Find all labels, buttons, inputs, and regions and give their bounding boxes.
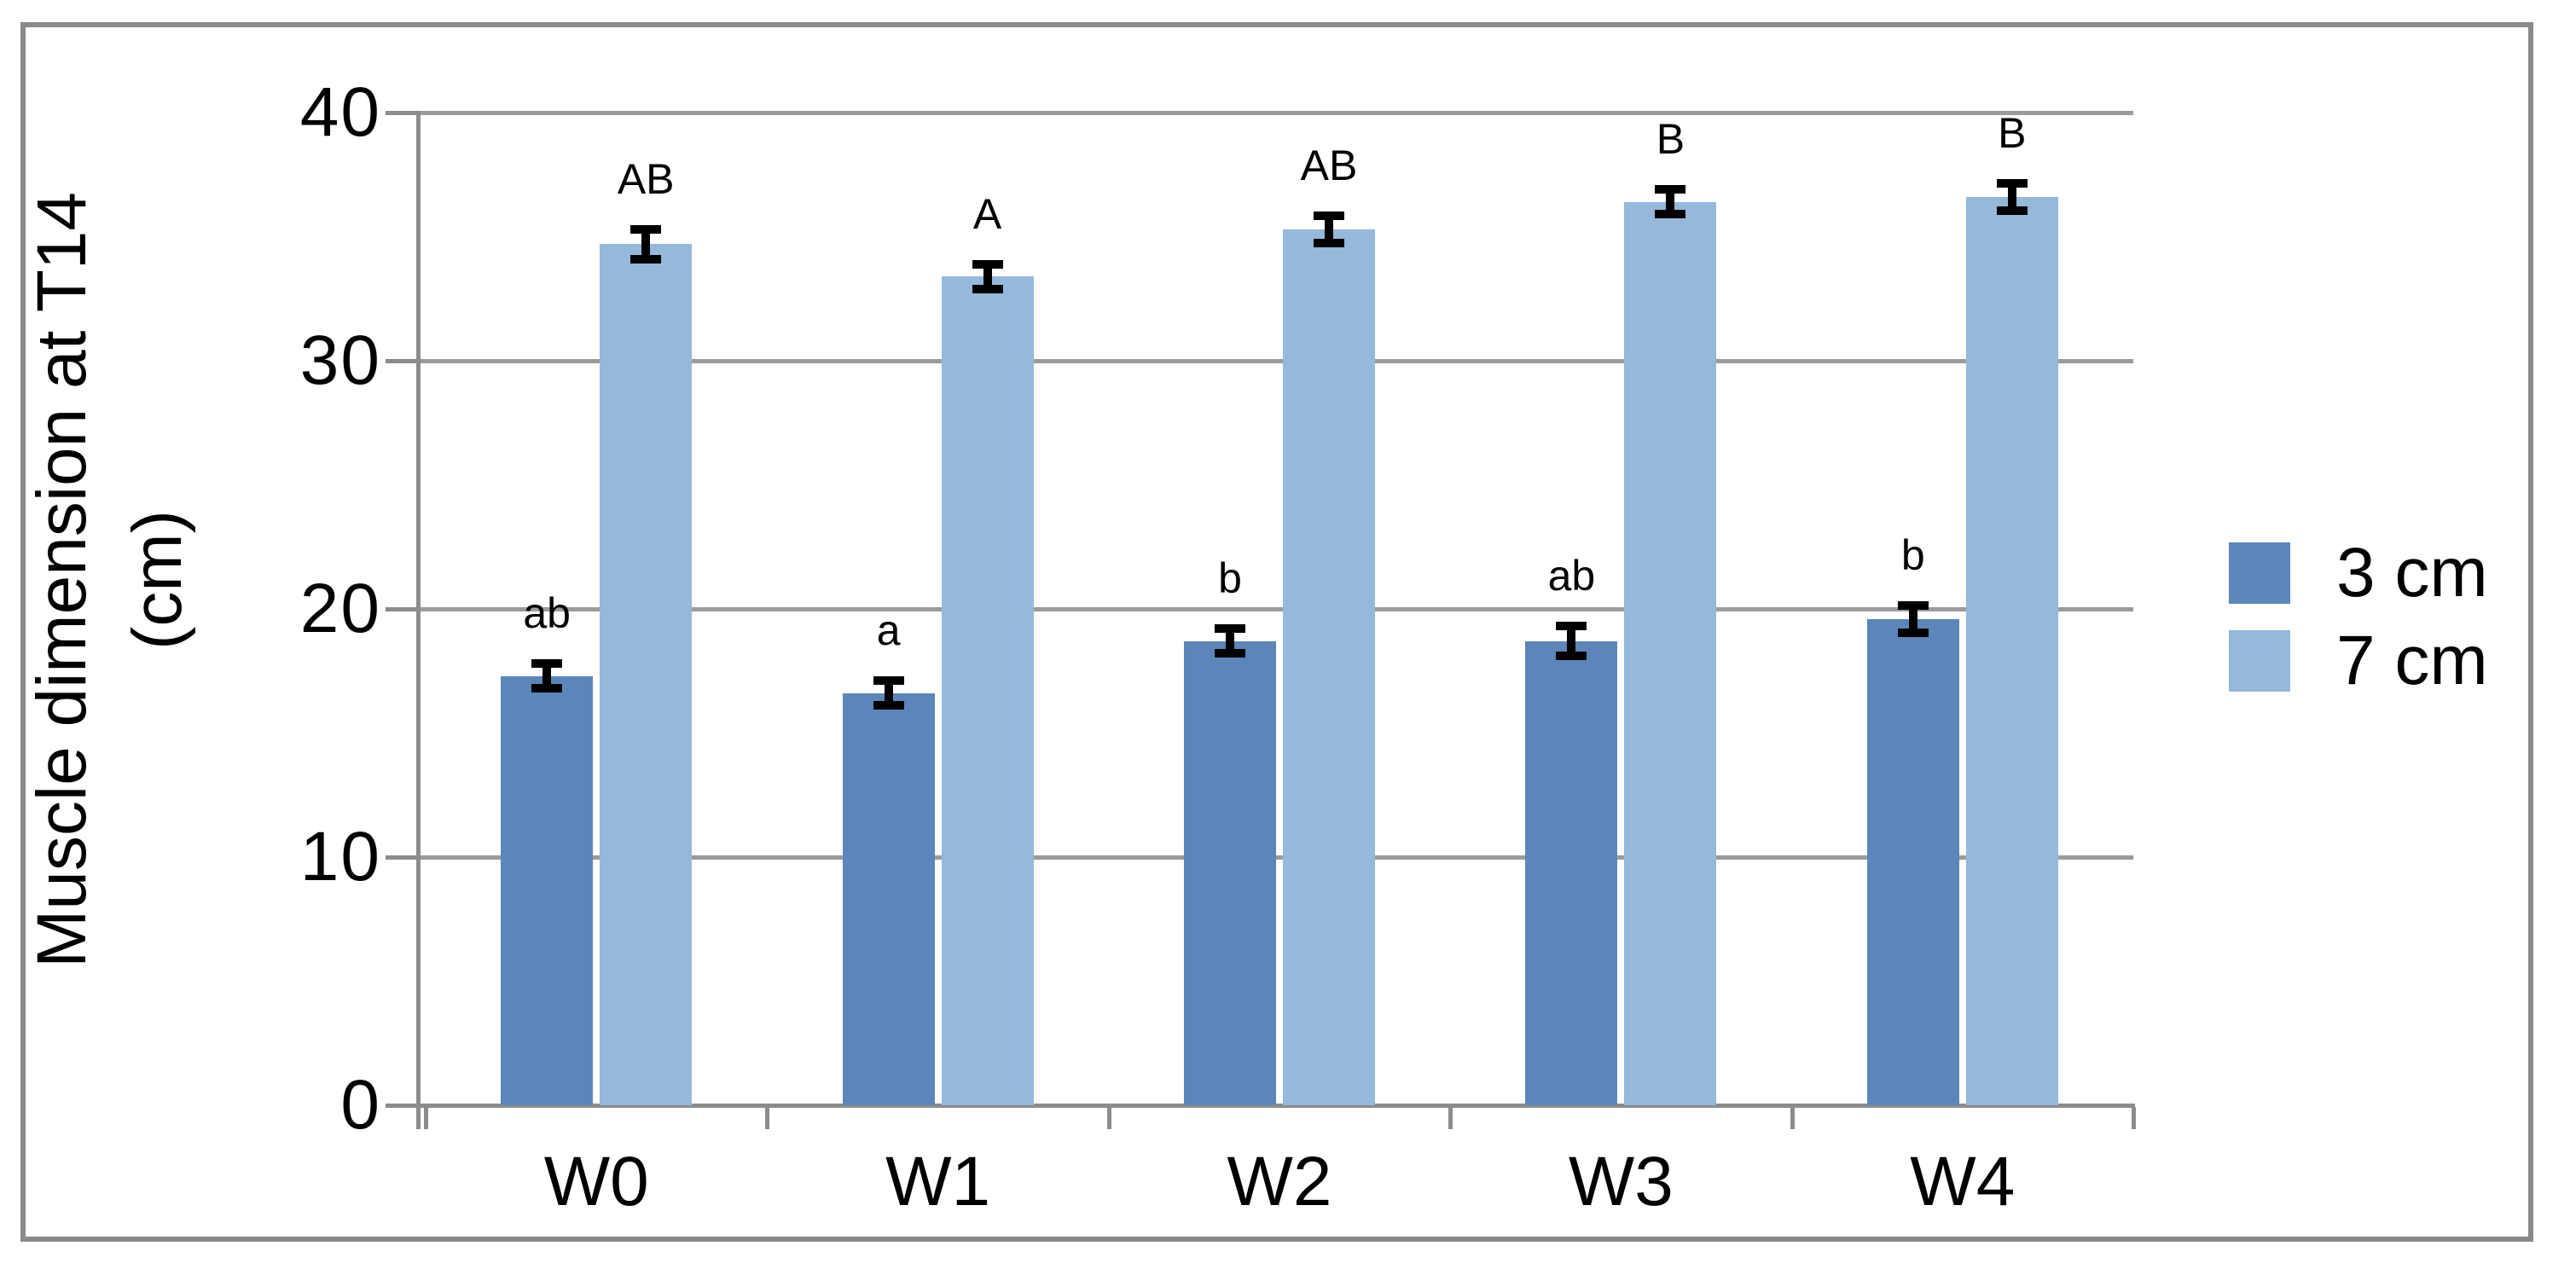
error-bar-stem [1908,605,1917,633]
bar-3cm-W4 [1866,618,1959,1105]
y-tick-label-0: 0 [340,1066,381,1144]
grid-line-20 [418,607,2133,611]
legend-row: 3 cm [2229,529,2488,617]
error-bar-stem [1567,626,1576,657]
error-bar-cap-bottom [1215,649,1245,658]
grid-line-40 [418,111,2133,115]
error-bar-cap-top [1996,178,2028,188]
legend-swatch-7cm [2229,629,2290,692]
error-bar-stem [1226,629,1234,654]
x-tick-label-W3: W3 [1568,1143,1674,1220]
error-bar-cap-top [1655,185,1686,194]
error-bar-cap-top [531,659,563,669]
error-bar-stem [1666,189,1675,215]
error-bar-cap-bottom [1314,238,1344,247]
sig-letter: b [1900,530,1925,579]
error-bar-cap-top [1897,600,1929,610]
error-bar-stem [641,229,651,259]
legend: 3 cm 7 cm [2229,529,2488,704]
x-axis-tick [2132,1107,2136,1129]
bar-7cm-W1 [941,276,1034,1105]
legend-label-3cm: 3 cm [2336,533,2488,611]
error-bar-cap-bottom [873,701,904,710]
x-tick-label-W1: W1 [885,1143,991,1220]
error-bar-cap-bottom [1655,210,1686,219]
error-bar-cap-bottom [531,684,563,693]
sig-letter: a [876,606,901,655]
x-axis-tick [1448,1107,1453,1129]
y-tick-label-40: 40 [299,73,381,151]
bar-7cm-W0 [600,244,693,1105]
bar-7cm-W2 [1283,229,1375,1105]
x-axis-line [416,1104,2135,1108]
error-bar-cap-bottom [1897,628,1929,637]
x-tick-label-W4: W4 [1910,1143,2016,1220]
bar-3cm-W3 [1525,640,1618,1105]
sig-letter: AB [617,154,675,203]
error-bar-cap-bottom [1556,652,1587,661]
x-axis-tick [1106,1107,1111,1129]
error-bar-stem [542,663,552,689]
y-axis-tick [386,111,416,115]
x-axis-tick [424,1107,428,1129]
sig-letter: B [1656,115,1685,164]
y-axis-tick [386,359,416,363]
x-tick-label-W0: W0 [543,1143,649,1220]
sig-letter: ab [1547,552,1596,600]
y-axis-tick [386,855,416,860]
legend-row: 7 cm [2229,617,2488,704]
error-bar-stem [1325,215,1333,243]
error-bar-cap-bottom [630,254,662,264]
bar-3cm-W2 [1184,640,1276,1105]
x-axis-tick [1790,1107,1795,1129]
chart-frame [20,22,2533,1242]
y-axis-tick [386,607,416,611]
bar-7cm-W3 [1624,201,1717,1105]
y-tick-label-20: 20 [299,570,381,647]
y-tick-label-10: 10 [299,818,381,895]
x-axis-tick [765,1107,770,1129]
sig-letter: b [1218,554,1242,603]
error-bar-cap-bottom [972,284,1003,293]
error-bar-cap-bottom [1996,206,2028,215]
error-bar-stem [2007,183,2016,211]
y-axis-line [416,111,421,1129]
error-bar-stem [983,264,992,289]
sig-letter: AB [1300,141,1358,189]
sig-letter: A [972,189,1002,238]
sig-letter: B [1998,108,2027,157]
y-axis-tick [386,1104,416,1108]
x-tick-label-W2: W2 [1227,1143,1332,1220]
bar-7cm-W4 [1965,196,2058,1105]
grid-line-30 [418,359,2133,363]
legend-swatch-3cm [2229,542,2290,604]
error-bar-cap-top [1215,624,1245,634]
error-bar-stem [884,681,893,706]
error-bar-cap-top [1314,211,1344,220]
y-tick-label-30: 30 [299,322,381,399]
bar-3cm-W0 [501,675,594,1105]
error-bar-cap-top [873,676,904,686]
sig-letter: ab [523,589,571,638]
legend-label-7cm: 7 cm [2336,621,2488,699]
bar-3cm-W1 [842,692,935,1105]
error-bar-cap-top [630,224,662,234]
error-bar-cap-top [1556,622,1587,631]
error-bar-cap-top [972,259,1003,269]
